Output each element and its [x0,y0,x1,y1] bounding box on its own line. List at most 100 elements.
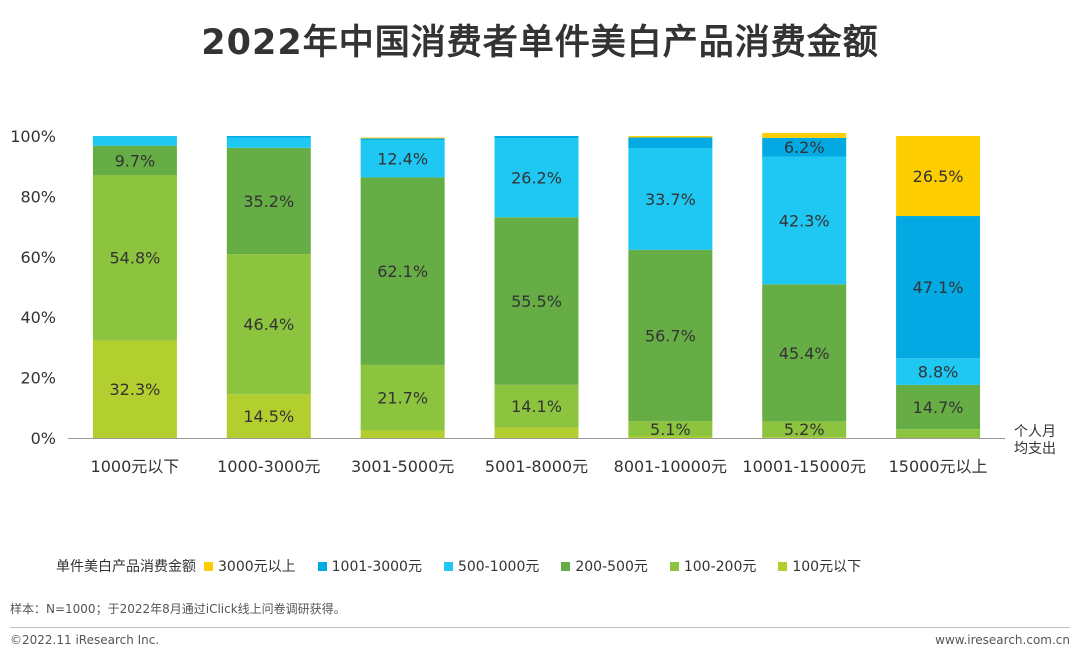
legend-label: 3000元以上 [218,559,296,575]
legend-swatch [443,561,453,571]
bar-segment [762,421,847,438]
y-tick-label: 20% [20,369,56,388]
stacked-bar-chart: 0% 20% 40% 60% 80% 100% 32.3% 54.8% 9.7% 1000元以下 1… [10,127,1005,476]
y-tick-label: 80% [20,187,56,206]
legend-swatch [561,561,571,571]
data-label: 42.3% [779,211,830,230]
bar-segment [628,136,713,138]
x-tick-label: 15000元以上 [889,457,988,476]
copyright: ©2022.11 iResearch Inc. [10,633,160,647]
y-tick-label: 0% [31,429,56,448]
bar-segment [628,137,713,149]
legend-swatch [204,561,213,571]
legend-item: 100元以下 [778,556,861,576]
bar-segment [628,148,713,250]
data-label: 32.3% [110,380,161,399]
legend-label: 100元以下 [792,559,862,575]
data-label: 5.2% [784,420,825,439]
data-label: 26.2% [511,169,562,188]
bar-segment [896,358,981,385]
bar-segment [360,137,445,139]
legend-swatch [669,561,679,571]
x-tick-label: 5001-8000元 [485,457,588,476]
legend-item: 100-200元 [669,556,757,576]
data-label: 21.7% [377,389,428,408]
data-label: 62.1% [377,262,428,281]
bar-segment [762,284,847,422]
bar-segment [494,138,579,218]
bar-segment [762,156,847,285]
data-label: 54.8% [110,249,161,268]
bar-segment [896,136,981,217]
bar-segment [226,254,311,395]
x-tick-label: 1000-3000元 [217,457,320,476]
legend-title: 单件美白产品消费金额 [56,559,196,575]
data-label: 8.8% [918,363,959,382]
bar-segment [360,139,445,178]
data-label: 46.4% [243,315,294,334]
data-label: 45.4% [779,344,830,363]
bar-segment [896,216,981,359]
footer-divider [10,627,1070,628]
website-link[interactable]: www.iresearch.com.cn [935,633,1070,647]
data-label: 47.1% [913,278,964,297]
bar-segment [628,249,713,422]
data-label: 26.5% [913,167,964,186]
chart-title: 2022年中国消费者单件美白产品消费金额 [201,23,879,63]
data-label: 12.4% [377,150,428,169]
bar-segment [360,364,445,431]
bar-segment [92,340,177,438]
bar-segment [92,174,177,341]
bar-segment [762,137,847,157]
bar-segment [896,429,981,438]
x-tick-label: 1000元以下 [91,457,180,476]
x-axis-note-line2: 均支出 [1014,441,1056,457]
bar-segment [762,437,847,438]
data-label: 56.7% [645,326,696,345]
legend-label: 1001-3000元 [331,559,422,575]
x-tick-label: 10001-15000元 [742,457,866,476]
data-label: 6.2% [784,138,825,157]
bar-segment [494,136,579,139]
bar-segment [226,147,311,255]
bar-segment [494,217,579,385]
bar-segment [628,421,713,437]
data-label: 35.2% [243,192,294,211]
bar-segment [896,384,981,430]
bar-segment [494,384,579,428]
data-label: 9.7% [115,151,156,170]
bar-segment [226,136,311,138]
legend-item: 500-1000元 [443,556,540,576]
data-label: 14.5% [243,407,294,426]
legend-item: 1001-3000元 [317,556,422,576]
legend-swatch [778,561,788,571]
data-label: 33.7% [645,190,696,209]
bar-segment [360,177,445,365]
y-tick-label: 60% [20,248,56,267]
legend: 单件美白产品消费金额 3000元以上 1001-3000元 500-1000元 200… [56,556,883,576]
bar-segment [92,136,177,146]
legend-label: 500-1000元 [457,559,540,575]
x-axis-note: 个人月 均支出 [1014,424,1056,458]
legend-swatch [317,561,327,571]
data-label: 55.5% [511,292,562,311]
bar-segment [226,137,311,148]
data-label: 5.1% [650,420,691,439]
legend-label: 100-200元 [683,559,757,575]
legend-item: 200-500元 [561,556,648,576]
footnote: 样本：N=1000；于2022年8月通过iClick线上问卷调研获得。 [10,602,346,616]
bar-segment [92,145,177,175]
y-tick-label: 40% [20,308,56,327]
legend-item: 3000元以上 [204,556,296,576]
bar-segment [360,430,445,438]
data-label: 14.1% [511,397,562,416]
x-tick-label: 3001-5000元 [351,457,454,476]
bar-segment [494,427,579,438]
bar-segment [360,138,445,140]
legend-label: 200-500元 [575,559,648,575]
bar-segment [762,132,847,138]
x-tick-label: 8001-10000元 [614,457,727,476]
data-label: 14.7% [913,398,964,417]
y-tick-label: 100% [10,127,56,146]
bar-segment [226,394,311,438]
